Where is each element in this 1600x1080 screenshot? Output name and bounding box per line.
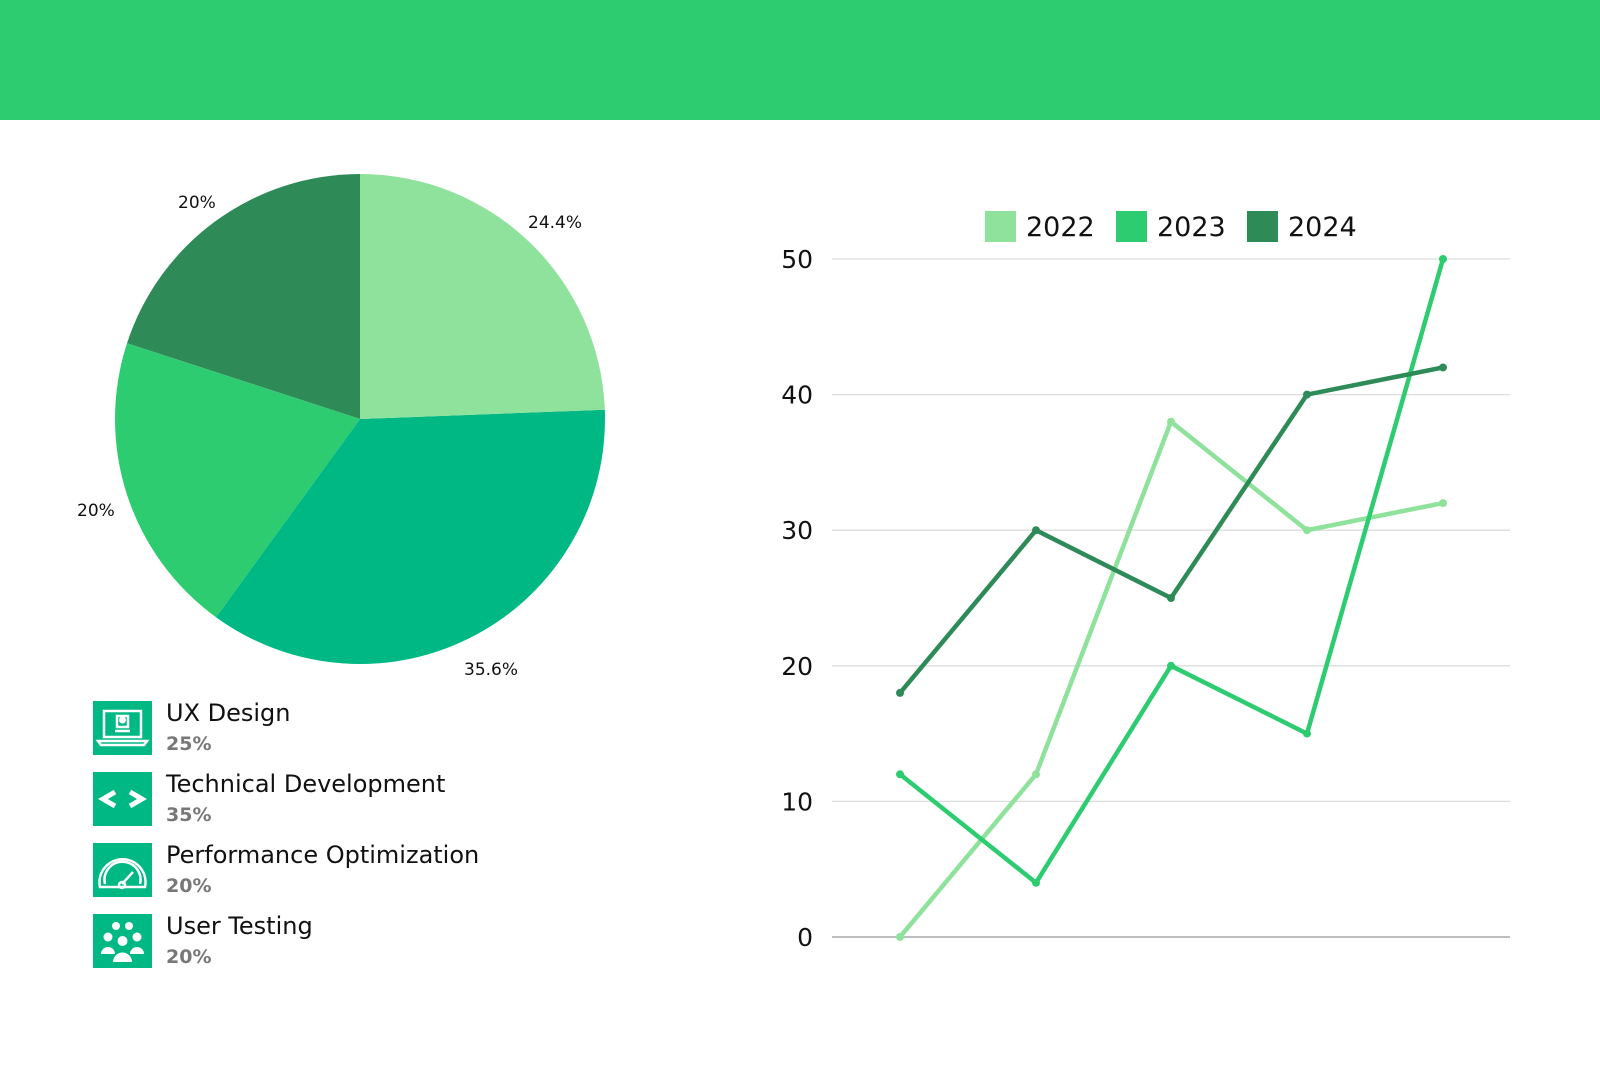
data-point-2022 xyxy=(1167,417,1175,426)
data-point-2022 xyxy=(1303,526,1311,535)
legend-percent: 20% xyxy=(166,875,212,897)
data-point-2024 xyxy=(1032,526,1040,535)
header-banner xyxy=(0,0,1600,120)
pie-legend-item-user-testing: User Testing 20% xyxy=(93,912,513,974)
pie-legend-item-performance-optimization: Performance Optimization 20% xyxy=(93,841,513,903)
y-tick-label: 20 xyxy=(781,652,813,681)
series-line-2023 xyxy=(898,258,1446,887)
legend-label-2022: 2022 xyxy=(1026,212,1095,243)
pie-legend-item-ux-design: UX Design 25% xyxy=(93,699,513,761)
pie-legend-item-technical-development: Technical Development 35% xyxy=(93,770,513,832)
data-point-2024 xyxy=(1303,390,1311,399)
series-line-2022 xyxy=(898,418,1444,939)
speedometer-icon xyxy=(93,843,152,897)
pie-slice-0 xyxy=(360,174,605,419)
data-point-2024 xyxy=(1167,594,1175,602)
legend-swatch-2023 xyxy=(1116,211,1147,242)
legend-title: UX Design xyxy=(166,699,291,727)
data-point-2024 xyxy=(896,688,904,697)
data-point-2022 xyxy=(1032,770,1040,779)
data-point-2022 xyxy=(1439,499,1447,508)
legend-title: Technical Development xyxy=(166,770,446,798)
legend-percent: 25% xyxy=(166,733,212,755)
pie-chart: 24.4% 35.6% 20% 20% xyxy=(77,174,605,680)
laptop-user-icon xyxy=(93,701,152,755)
pie-label-1: 35.6% xyxy=(464,660,518,680)
legend-swatch-2024 xyxy=(1247,211,1278,242)
legend-percent: 35% xyxy=(166,804,212,826)
legend-title: User Testing xyxy=(166,912,313,940)
pie-label-3: 20% xyxy=(178,193,216,213)
legend-percent: 20% xyxy=(166,946,212,968)
users-group-icon xyxy=(93,914,152,968)
pie-label-2: 20% xyxy=(77,501,115,521)
data-point-2023 xyxy=(1167,661,1175,670)
data-point-2023 xyxy=(896,770,904,779)
y-tick-label: 50 xyxy=(781,245,813,274)
data-point-2022 xyxy=(896,933,904,941)
data-point-2024 xyxy=(1439,363,1447,372)
pie-label-0: 24.4% xyxy=(528,213,582,233)
data-point-2023 xyxy=(1032,878,1040,887)
pie-slice-1 xyxy=(215,409,605,664)
data-point-2023 xyxy=(1439,255,1447,263)
legend-label-2023: 2023 xyxy=(1157,212,1226,243)
code-icon xyxy=(93,772,152,826)
legend-swatch-2022 xyxy=(985,211,1016,242)
y-tick-label: 30 xyxy=(781,516,813,545)
series-line-2024 xyxy=(898,365,1444,695)
y-tick-label: 10 xyxy=(781,787,813,816)
y-tick-label: 0 xyxy=(797,923,813,952)
legend-title: Performance Optimization xyxy=(166,841,480,869)
pie-slice-2 xyxy=(115,343,361,618)
y-tick-label: 40 xyxy=(781,381,813,410)
legend-label-2024: 2024 xyxy=(1288,212,1357,243)
pie-slice-3 xyxy=(126,174,360,419)
data-point-2023 xyxy=(1303,729,1311,738)
